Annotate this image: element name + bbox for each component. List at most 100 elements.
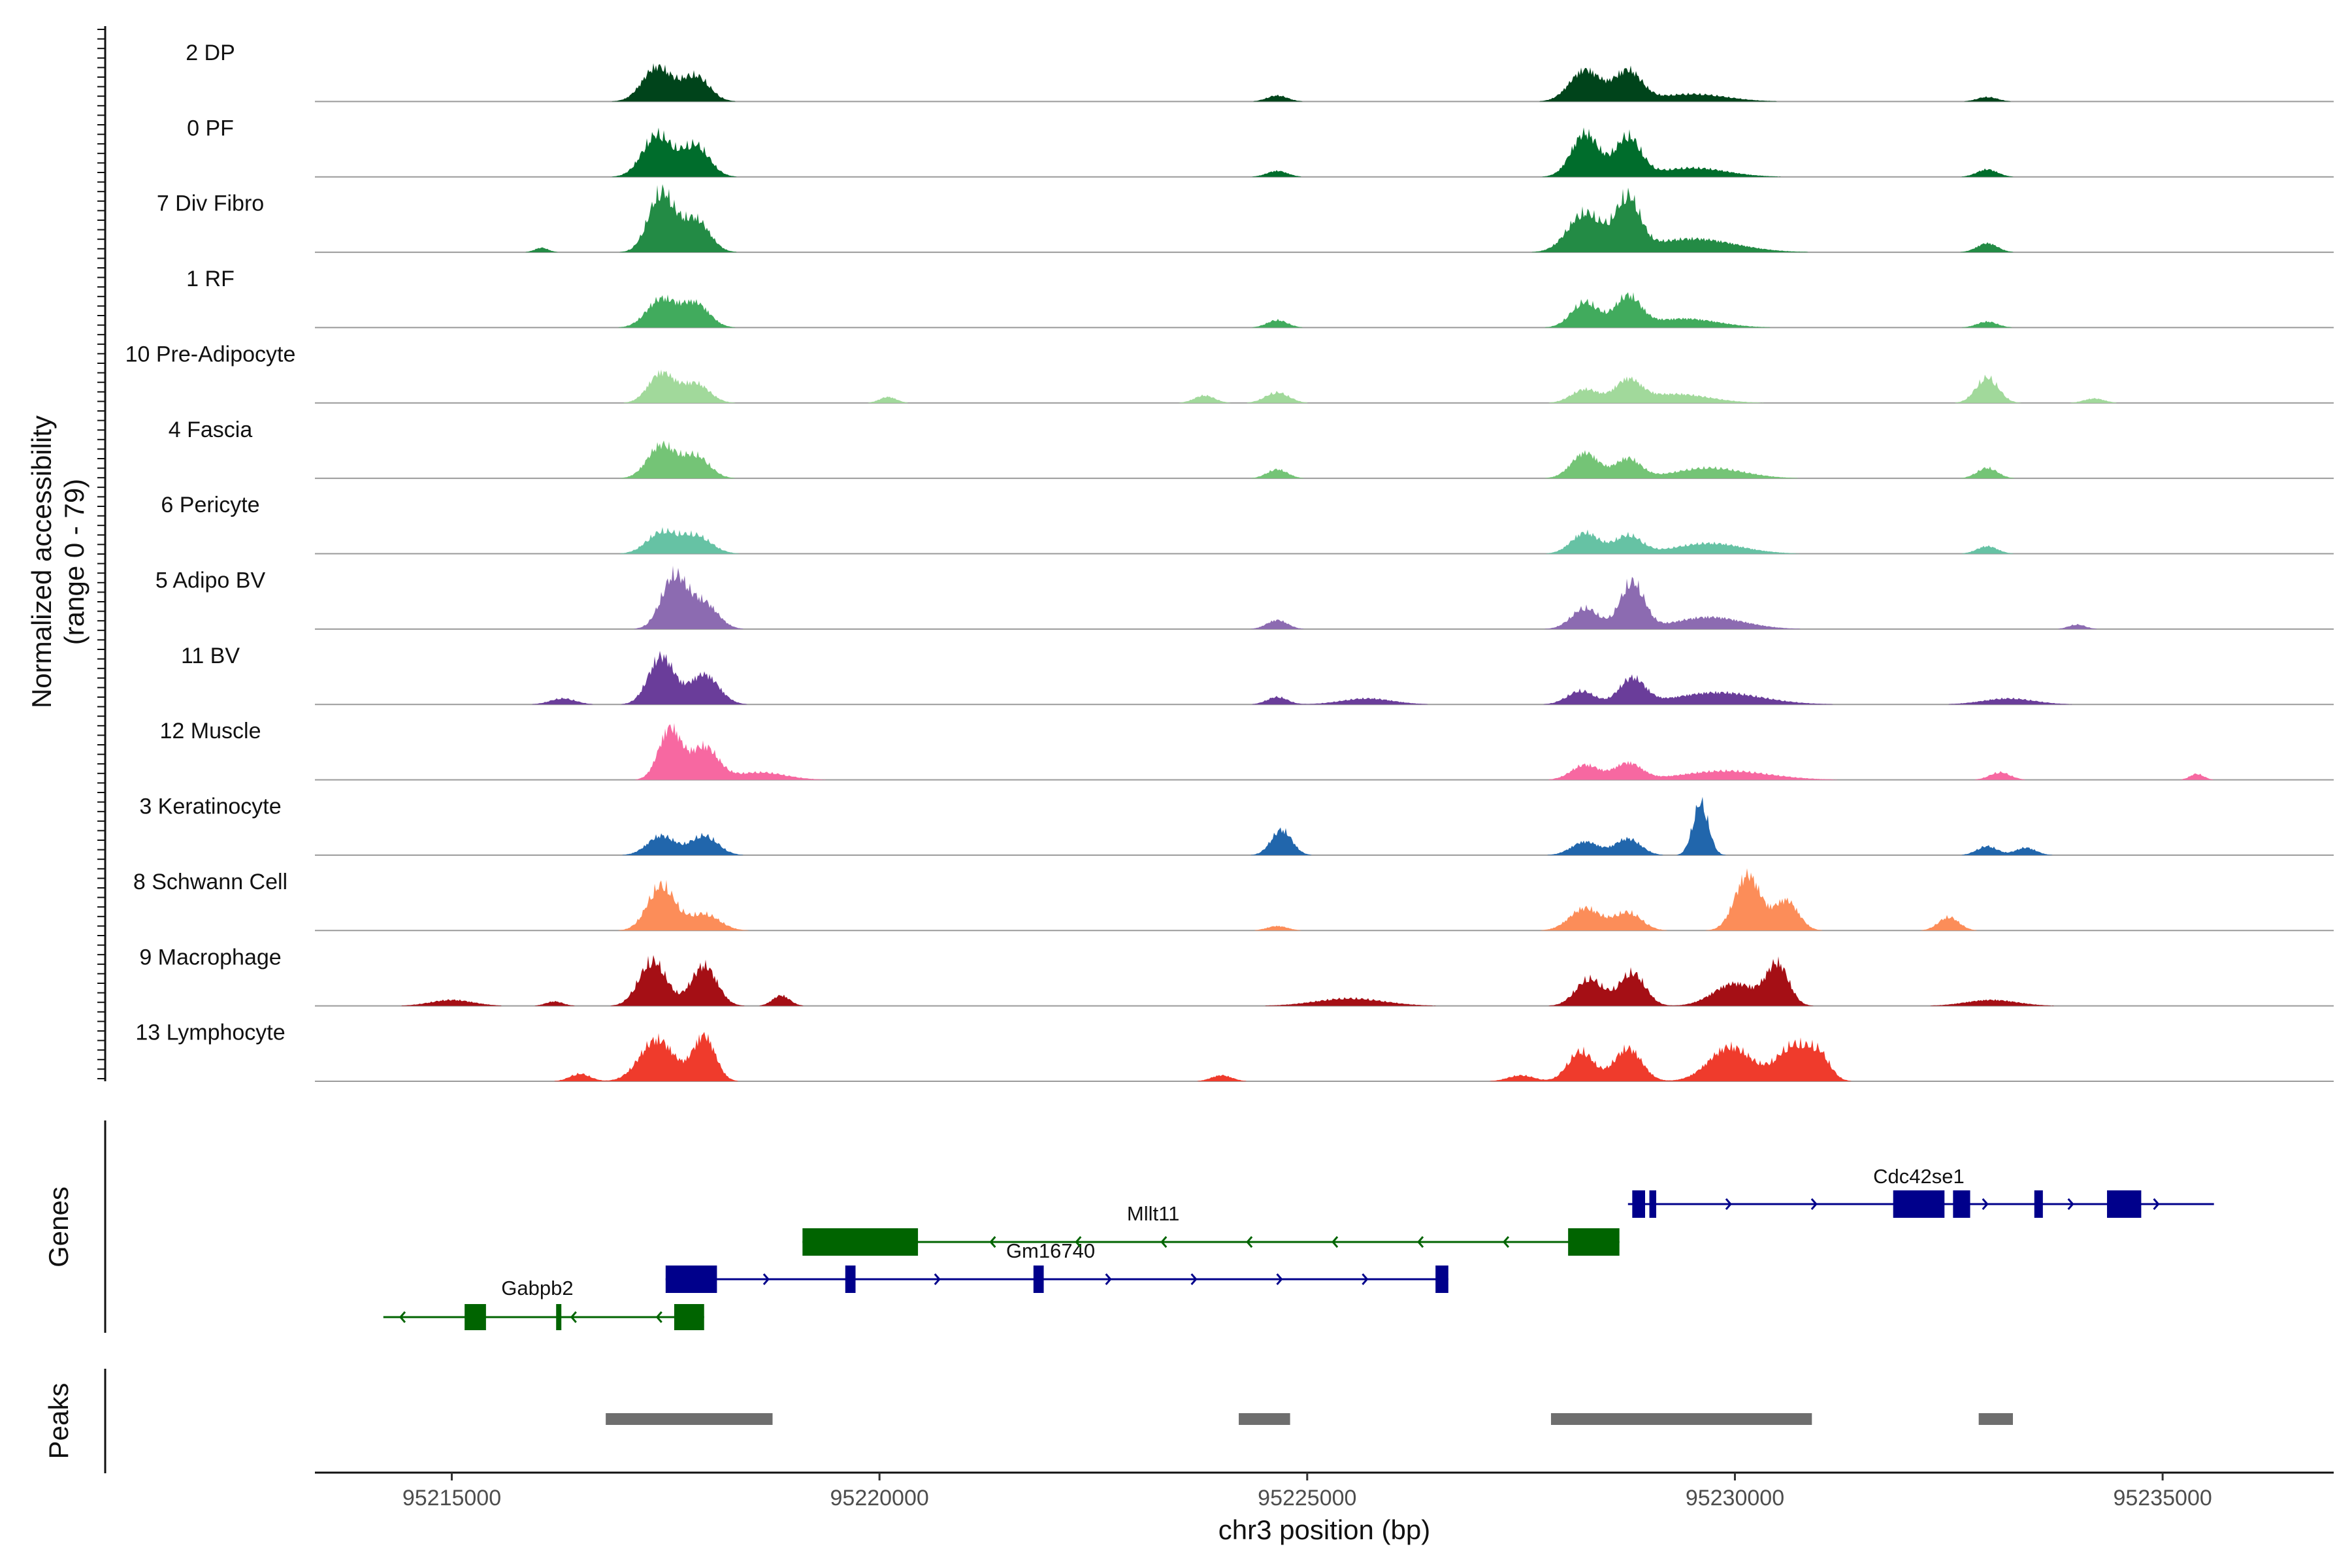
peaks-track-label: Peaks [43,1383,74,1460]
track-label: 12 Muscle [160,719,261,743]
gene-exon [845,1266,856,1293]
genes-track-label: Genes [43,1186,74,1267]
strand-arrow [1246,1236,1253,1248]
coverage-track: 3 Keratinocyte [139,794,2334,856]
coverage-track: 6 Pericyte [161,493,2334,555]
strand-arrow [934,1273,941,1285]
coverage-area [315,796,2334,855]
gene-annotation-track: Gabpb2 Gm16740 Mllt11 Cdc42se1 [383,1165,2214,1330]
x-tick-label: 95215000 [402,1486,501,1511]
gene-exon [674,1304,704,1330]
strand-arrow [2067,1198,2074,1210]
track-label: 8 Schwann Cell [133,870,287,894]
gene-exon [1632,1190,1645,1218]
coverage-area [315,527,2334,554]
y-axis-subtitle: (range 0 - 79) [59,479,90,645]
peak-region [1239,1413,1290,1425]
strand-arrow [1982,1198,1989,1210]
x-axis: 95215000 95220000 95225000 95230000 95235000 [402,1473,2212,1511]
track-label: 0 PF [187,116,234,140]
strand-arrow [1725,1198,1732,1210]
gene-exon [1893,1190,1945,1218]
accessibility-axis [97,26,106,1081]
strand-arrow [2153,1198,2160,1210]
strand-arrow [1105,1273,1112,1285]
coverage-area [315,292,2334,328]
gene-exon [2034,1190,2043,1218]
coverage-area [315,955,2334,1006]
coverage-track: 11 BV [181,644,2334,706]
track-label: 4 Fascia [169,417,253,442]
track-label: 13 Lymphocyte [135,1021,285,1045]
coverage-area [315,440,2334,479]
strand-arrow [1502,1236,1510,1248]
strand-arrow [570,1311,577,1323]
peak-region [606,1413,773,1425]
peak-region [1550,1413,1812,1425]
gene-exon [1568,1228,1620,1256]
coverage-area [315,184,2334,253]
coverage-area [315,369,2334,403]
coverage-tracks: 2 DP 0 PF 7 Div Fibro 1 RF 10 Pre-Adipocyte 4… [125,41,2334,1082]
gene-name: Gabpb2 [501,1277,573,1299]
track-label: 2 DP [186,41,235,65]
gene-model: Gm16740 [665,1239,1448,1293]
x-tick-label: 95230000 [1686,1486,1784,1511]
track-label: 5 Adipo BV [155,568,266,593]
strand-arrow [1331,1236,1339,1248]
x-tick-label: 95235000 [2113,1486,2212,1511]
gene-exon [802,1228,919,1256]
x-axis-title: chr3 position (bp) [1218,1514,1431,1545]
gene-exon [2107,1190,2142,1218]
coverage-area [315,723,2334,780]
gene-exon [665,1266,717,1293]
strand-arrow [399,1311,406,1323]
gene-name: Gm16740 [1006,1239,1095,1262]
gene-name: Cdc42se1 [1873,1165,1965,1188]
y-axis-title: Normalized accessibility [26,416,57,708]
track-label: 10 Pre-Adipocyte [125,342,296,367]
track-label: 6 Pericyte [161,493,259,517]
coverage-track: 8 Schwann Cell [133,868,2334,932]
coverage-track: 5 Adipo BV [155,565,2334,630]
coverage-area [315,1032,2334,1081]
x-tick-label: 95220000 [830,1486,929,1511]
coverage-track: 12 Muscle [160,719,2334,781]
gene-model: Mllt11 [802,1202,1620,1256]
coverage-track: 4 Fascia [169,417,2334,480]
coverage-track: 7 Div Fibro [157,184,2334,253]
coverage-area [315,63,2334,102]
strand-arrow [989,1236,996,1248]
gene-exon [1649,1190,1657,1218]
coverage-track: 0 PF [187,116,2334,178]
gene-exon [1953,1190,1970,1218]
strand-arrow [1190,1273,1198,1285]
peak-region-track [606,1413,2014,1425]
track-label: 9 Macrophage [139,945,281,970]
coverage-track: 10 Pre-Adipocyte [125,342,2334,404]
coverage-track: 9 Macrophage [139,945,2334,1007]
gene-model: Gabpb2 [383,1277,704,1330]
gene-exon [465,1304,486,1330]
gene-model: Cdc42se1 [1627,1165,2214,1218]
gene-exon [1033,1266,1044,1293]
strand-arrow [655,1311,662,1323]
strand-arrow [1075,1236,1082,1248]
coverage-area [315,651,2334,705]
track-label: 3 Keratinocyte [139,794,281,819]
strand-arrow [762,1273,770,1285]
track-label: 7 Div Fibro [157,191,264,216]
peak-region [1978,1413,2014,1425]
coverage-area [315,565,2334,629]
strand-arrow [1276,1273,1283,1285]
coverage-track: 1 RF [186,267,2334,329]
track-label: 1 RF [186,267,235,291]
coverage-area [315,868,2334,931]
gene-exon [1435,1266,1448,1293]
strand-arrow [1160,1236,1168,1248]
strand-arrow [1362,1273,1369,1285]
gene-exon [556,1304,562,1330]
strand-arrow [1810,1198,1818,1210]
coverage-track: 2 DP [186,41,2334,103]
